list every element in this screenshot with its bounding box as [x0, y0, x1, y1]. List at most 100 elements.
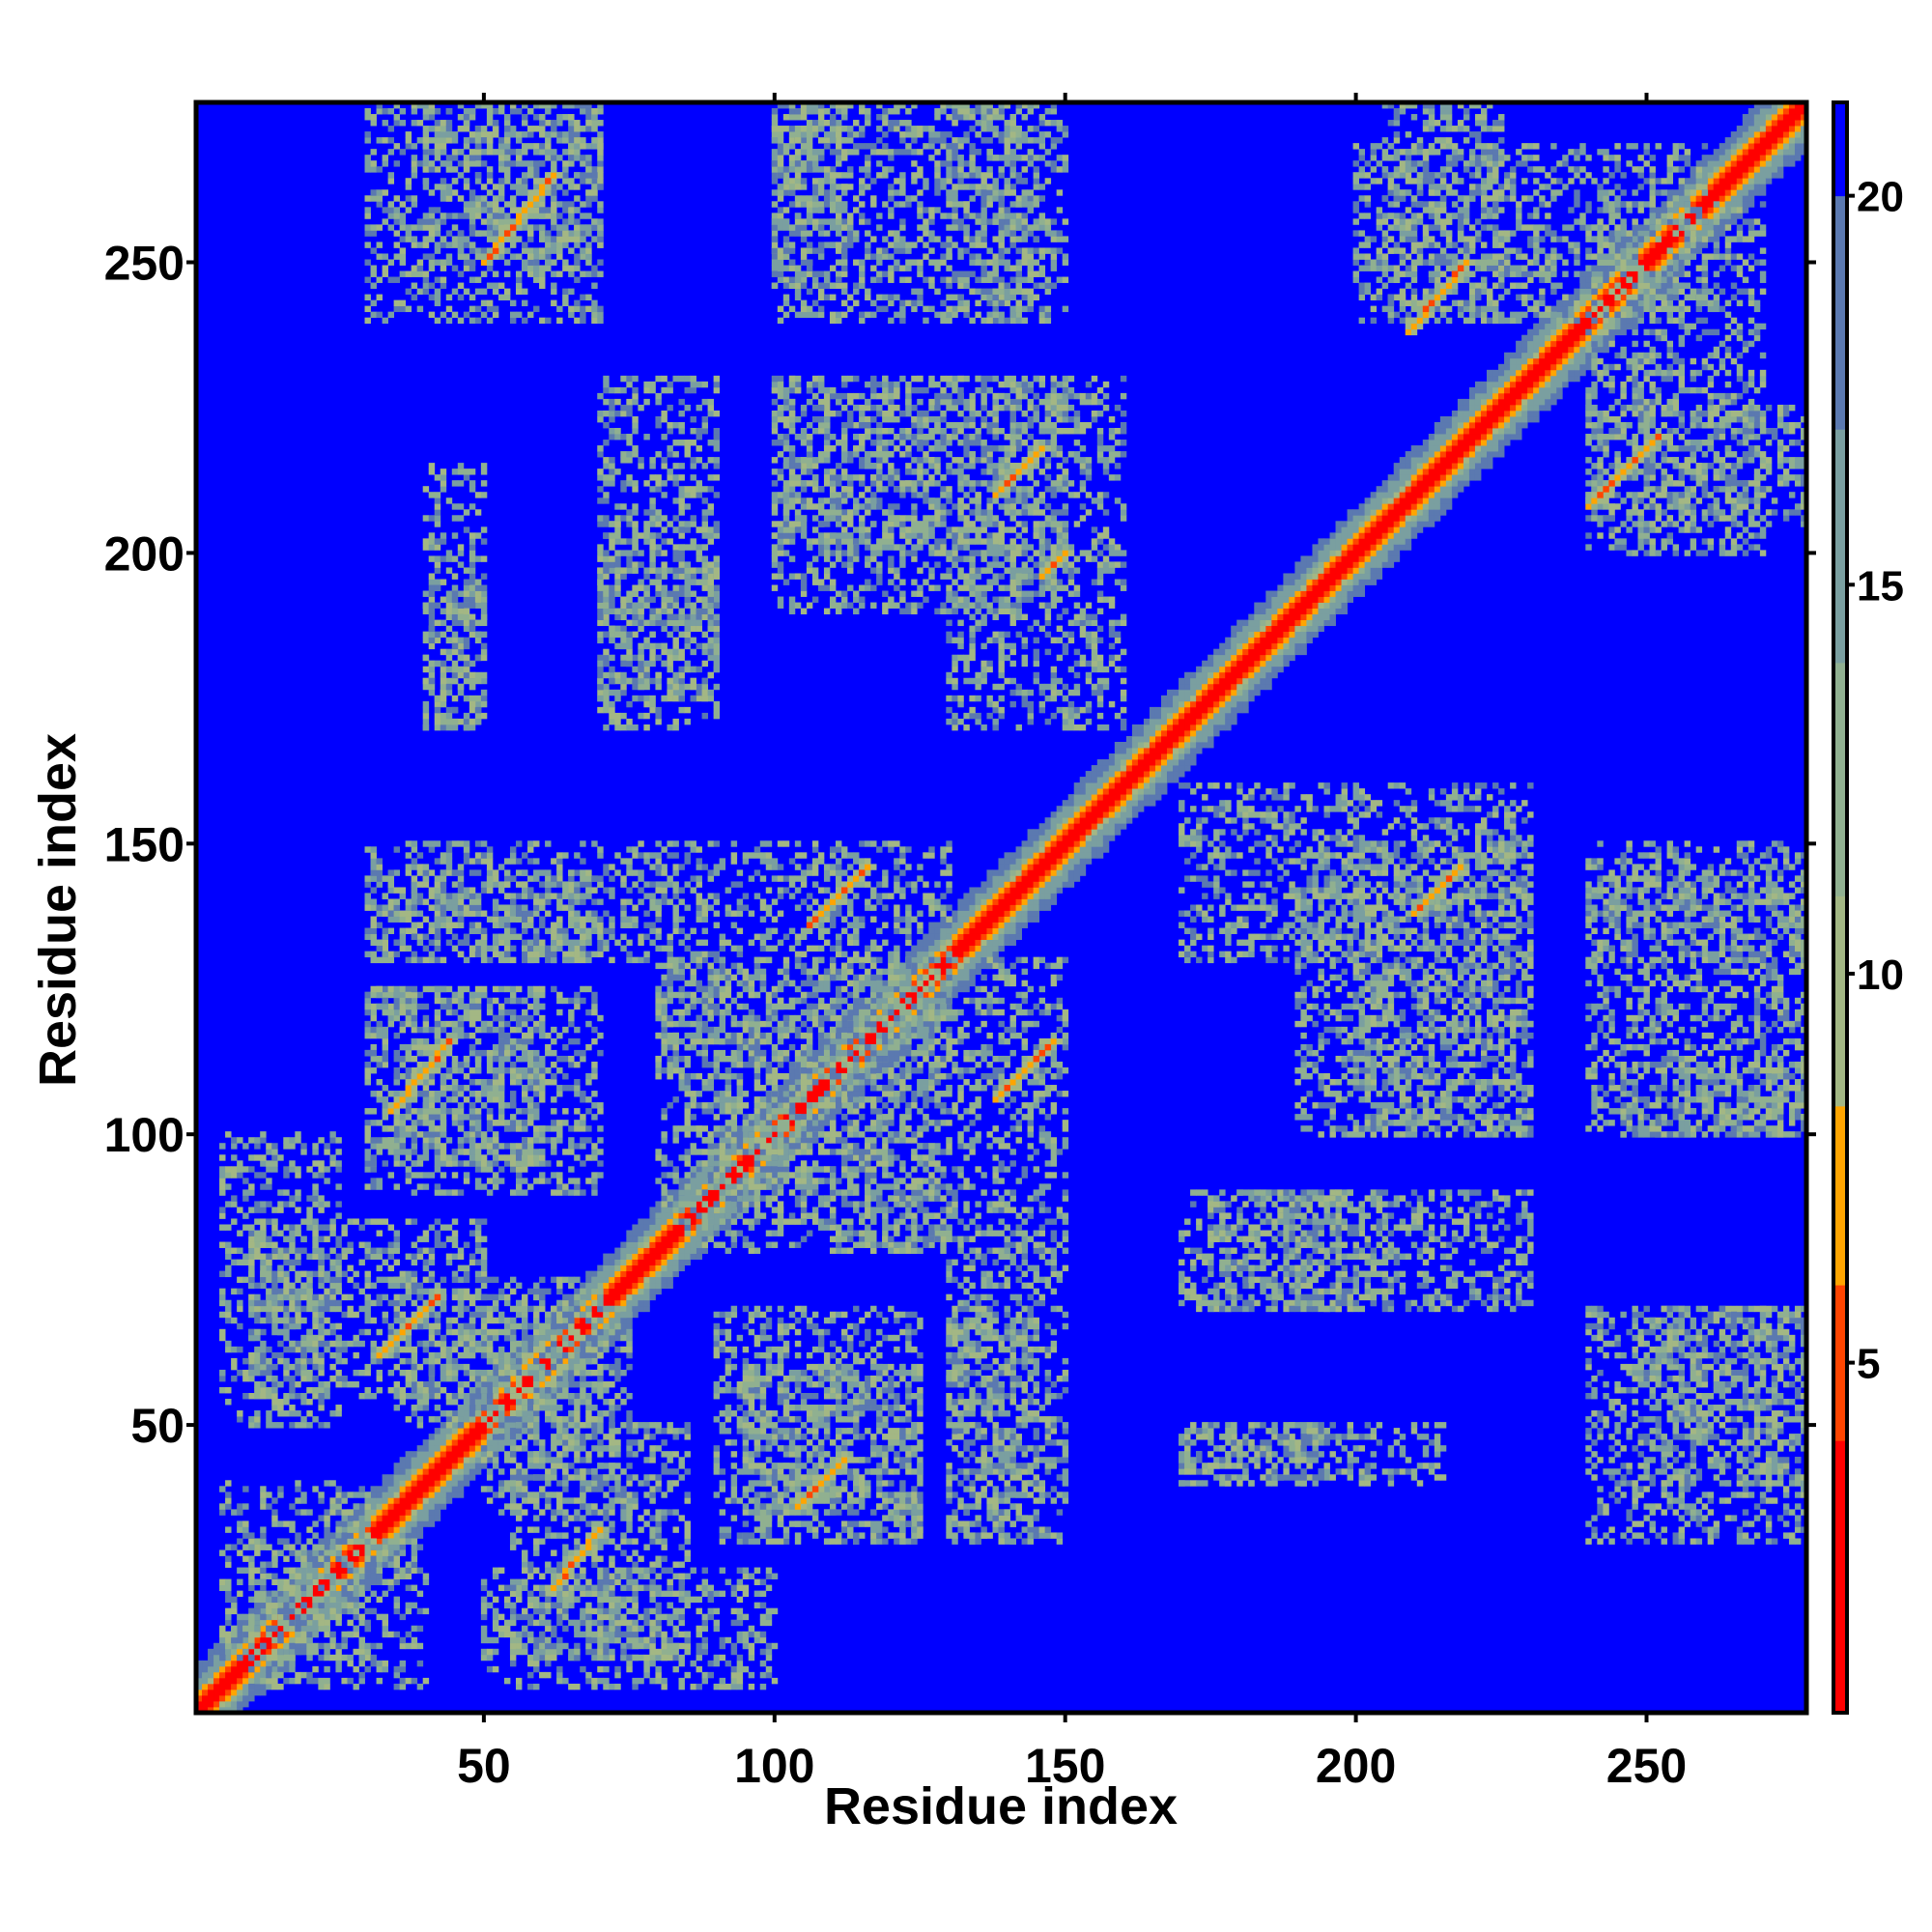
heatmap-cell	[1760, 178, 1766, 184]
heatmap-cell	[998, 917, 1004, 923]
heatmap-cell	[1714, 1451, 1719, 1457]
heatmap-cell	[1016, 881, 1022, 887]
heatmap-cell	[248, 1678, 254, 1684]
heatmap-cell	[1324, 538, 1330, 544]
heatmap-cell	[1254, 672, 1260, 678]
heatmap-cell	[1144, 759, 1150, 765]
heatmap-cell	[429, 259, 435, 265]
heatmap-cell	[1458, 486, 1463, 492]
heatmap-cell	[998, 898, 1004, 904]
heatmap-cell	[213, 1684, 219, 1690]
heatmap-cell	[585, 1294, 591, 1300]
heatmap-cell	[475, 1457, 481, 1463]
heatmap-cell	[1696, 1428, 1702, 1434]
heatmap-cell	[1754, 1451, 1760, 1457]
heatmap-cell	[649, 1260, 655, 1265]
heatmap-cell	[818, 1125, 824, 1131]
heatmap-cell	[679, 1242, 685, 1248]
heatmap-cell	[1469, 428, 1475, 434]
heatmap-cell	[1202, 742, 1208, 748]
heatmap-cell	[1260, 620, 1265, 626]
heatmap-cell	[225, 1672, 231, 1678]
heatmap-cell	[1353, 538, 1359, 544]
heatmap-cell	[1429, 469, 1435, 474]
heatmap-cell	[1510, 416, 1516, 422]
heatmap-cell	[260, 1626, 266, 1632]
heatmap-cell	[1539, 399, 1545, 405]
heatmap-cell	[394, 114, 400, 120]
heatmap-cell	[643, 1260, 649, 1265]
heatmap-cell	[510, 1422, 516, 1428]
heatmap-cell	[435, 300, 440, 306]
heatmap-cell	[911, 992, 917, 998]
heatmap-cell	[609, 1254, 614, 1260]
heatmap-cell	[1516, 364, 1521, 370]
heatmap-cell	[1458, 457, 1463, 463]
heatmap-cell	[760, 1178, 766, 1183]
heatmap-cell	[1725, 1515, 1731, 1520]
heatmap-cell	[493, 1376, 498, 1381]
heatmap-cell	[1283, 655, 1289, 661]
heatmap-cell	[248, 1649, 254, 1655]
heatmap-cell	[772, 1172, 778, 1178]
heatmap-cell	[679, 1260, 685, 1265]
heatmap-cell	[1080, 864, 1086, 869]
heatmap-cell	[969, 917, 975, 923]
heatmap-cell	[614, 1265, 620, 1271]
heatmap-cell	[1254, 632, 1260, 638]
heatmap-cell	[213, 1678, 219, 1684]
heatmap-cell	[905, 952, 911, 957]
heatmap-cell	[1213, 672, 1219, 678]
heatmap-cell	[487, 283, 493, 289]
heatmap-cell	[266, 1643, 271, 1649]
heatmap-cell	[1324, 579, 1330, 584]
heatmap-cell	[626, 1265, 632, 1271]
heatmap-cell	[1632, 1480, 1637, 1486]
heatmap-cell	[934, 952, 940, 957]
heatmap-cell	[1603, 1422, 1608, 1428]
heatmap-cell	[1144, 748, 1150, 753]
heatmap-cell	[1656, 1503, 1662, 1509]
heatmap-cell	[394, 1503, 400, 1509]
heatmap-cell	[347, 1591, 353, 1597]
heatmap-cell	[1725, 178, 1731, 184]
heatmap-cell	[1777, 1480, 1783, 1486]
heatmap-cell	[905, 1033, 911, 1038]
heatmap-cell	[1591, 312, 1597, 318]
heatmap-cell	[580, 1283, 585, 1289]
heatmap-cell	[1585, 283, 1591, 289]
heatmap-cell	[667, 1283, 672, 1289]
heatmap-cell	[400, 120, 406, 126]
heatmap-cell	[289, 1579, 295, 1585]
heatmap-cell	[934, 934, 940, 940]
heatmap-cell	[1330, 544, 1336, 550]
heatmap-cell	[1248, 655, 1254, 661]
heatmap-cell	[435, 218, 440, 224]
heatmap-cell	[1475, 405, 1481, 411]
heatmap-cell	[406, 1497, 412, 1503]
heatmap-cell	[1155, 771, 1161, 777]
heatmap-cell	[998, 864, 1004, 869]
heatmap-cell	[620, 1265, 626, 1271]
heatmap-cell	[1063, 869, 1068, 875]
heatmap-cell	[1795, 1492, 1801, 1497]
heatmap-cell	[1748, 143, 1754, 149]
heatmap-cell	[464, 207, 469, 213]
heatmap-cell	[1103, 771, 1109, 777]
heatmap-cell	[1097, 829, 1103, 835]
heatmap-cell	[876, 998, 882, 1004]
heatmap-cell	[1760, 114, 1766, 120]
heatmap-cell	[1173, 753, 1179, 759]
heatmap-cell	[620, 1289, 626, 1294]
heatmap-cell	[992, 923, 998, 928]
heatmap-cell	[1161, 771, 1167, 777]
heatmap-cell	[1568, 376, 1574, 382]
heatmap-cell	[923, 952, 928, 957]
heatmap-cell	[1533, 393, 1539, 399]
heatmap-cell	[1150, 719, 1155, 724]
heatmap-cell	[1429, 440, 1435, 445]
heatmap-cell	[1219, 643, 1225, 649]
heatmap-cell	[1545, 376, 1550, 382]
heatmap-cell	[1545, 364, 1550, 370]
heatmap-cell	[1795, 120, 1801, 126]
